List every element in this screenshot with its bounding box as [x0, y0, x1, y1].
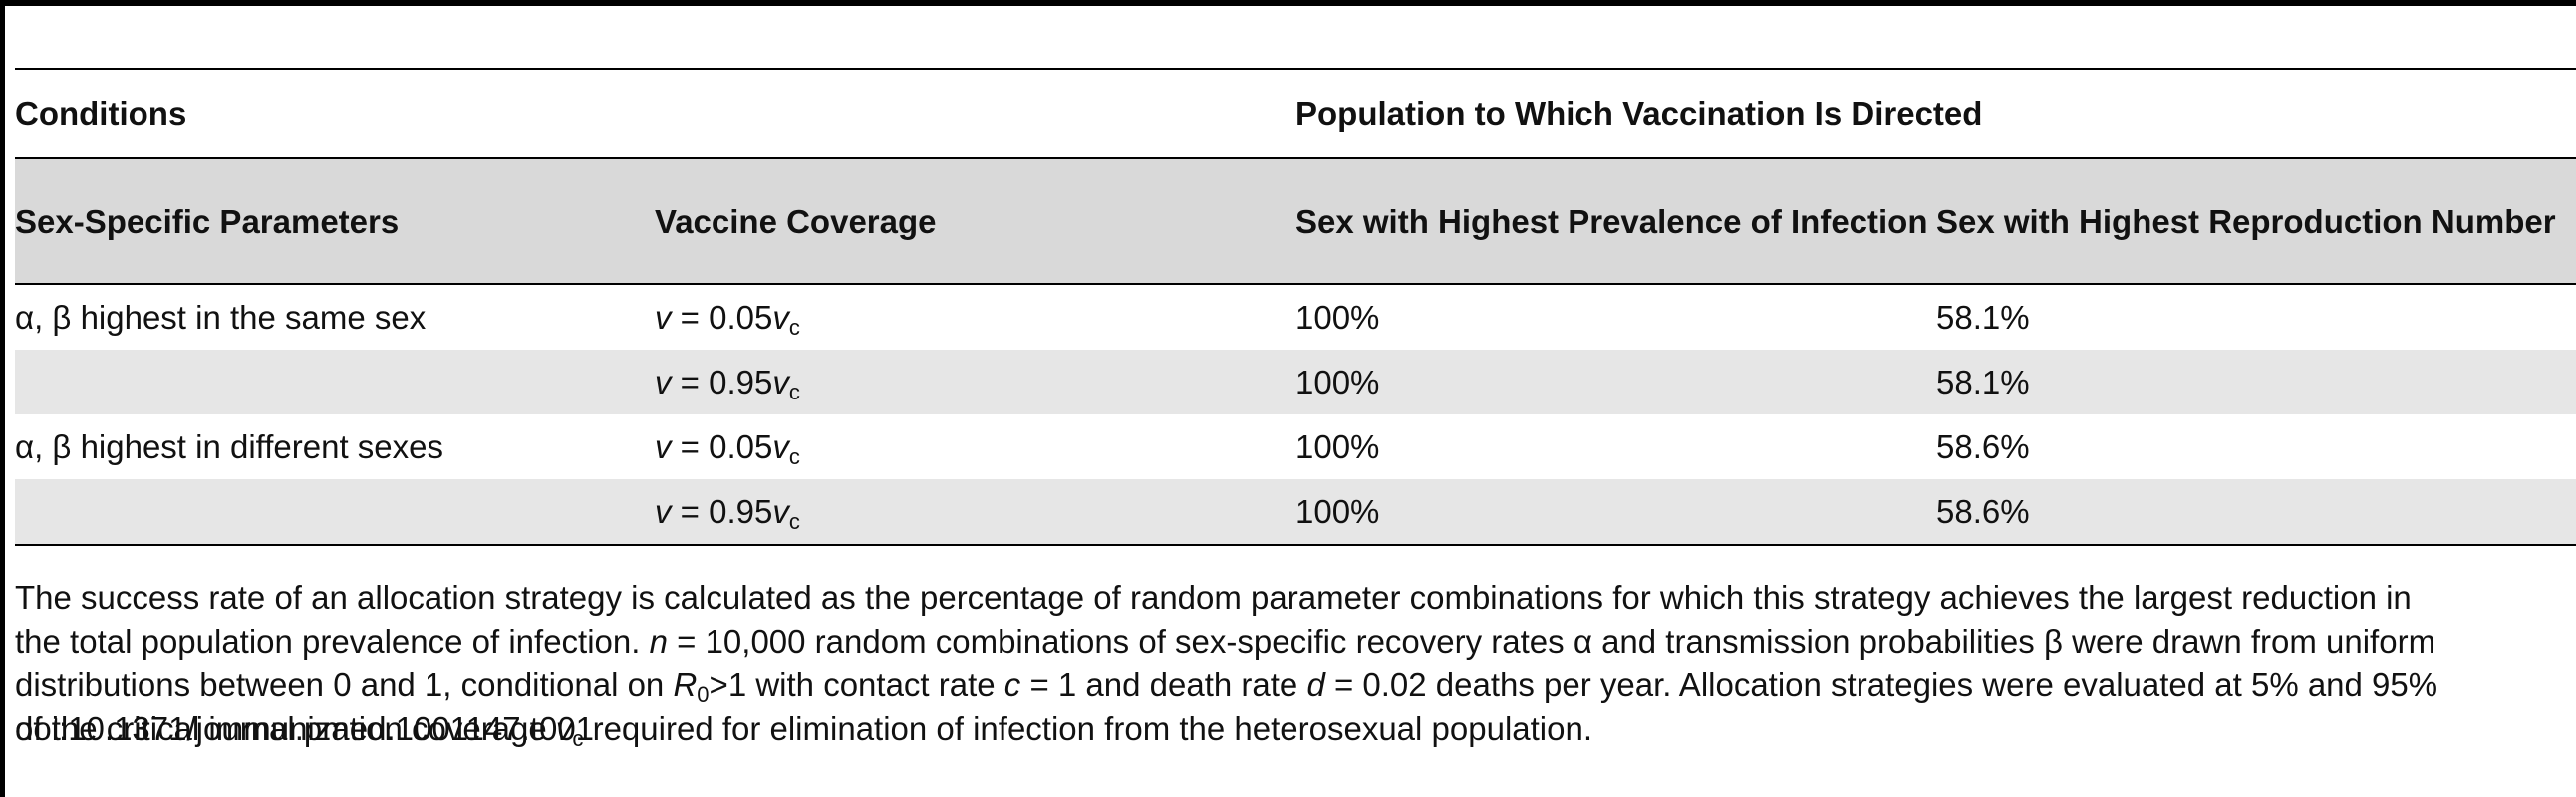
var-n: n: [649, 623, 668, 660]
subscript: 0: [697, 682, 710, 707]
footnote-text: distributions between 0 and 1, condition…: [15, 666, 674, 703]
left-border: [0, 0, 5, 797]
cell-coverage: v = 0.95vc: [655, 350, 1295, 414]
var-v: v: [655, 363, 672, 400]
column-header-coverage: Vaccine Coverage: [655, 157, 1295, 285]
cell-reproduction: 58.6%: [1936, 427, 2030, 465]
cell-params: α, β highest in different sexes: [15, 427, 444, 465]
doi-text: doi:10.1371/journal.pmed.1001147.t001: [15, 710, 595, 747]
var-v: v: [655, 298, 672, 336]
table-row: v = 0.95vc 100% 58.1%: [15, 350, 2576, 414]
footnote-line-1: The success rate of an allocation strate…: [15, 579, 2412, 616]
footnote-line-4: of the critical immunization coverage vc…: [15, 710, 1592, 750]
column-header-params: Sex-Specific Parameters: [15, 157, 655, 285]
cell-prevalence: 100%: [1295, 479, 1936, 546]
table-footnote: The success rate of an allocation strate…: [15, 576, 2576, 751]
table-row: v = 0.95vc 100% 58.6%: [15, 479, 2576, 546]
var-v: v: [555, 710, 573, 747]
footnote-text: of the critical immunization coverage: [15, 710, 556, 747]
cell-prevalence: 100%: [1295, 350, 1936, 414]
cell-params: [15, 479, 655, 546]
coverage-value: = 0.05: [671, 298, 773, 336]
footnote-text: = 1 and death rate: [1020, 666, 1307, 703]
footnote-line-2: the total population prevalence of infec…: [15, 623, 2435, 660]
var-v: v: [655, 427, 672, 465]
coverage-value: = 0.95: [671, 363, 773, 400]
footnote-line-3: distributions between 0 and 1, condition…: [15, 666, 2438, 706]
footnote-text: the total population prevalence of infec…: [15, 623, 650, 660]
var-d: d: [1306, 666, 1325, 703]
cell-reproduction: 58.6%: [1936, 479, 2576, 546]
footnote-text: = 0.02 deaths per year. Allocation strat…: [1324, 666, 2438, 703]
cell-coverage: v = 0.95vc: [655, 479, 1295, 546]
var-v: v: [772, 492, 789, 530]
cell-prevalence: 100%: [1295, 298, 1380, 336]
cell-params: α, β highest in the same sex: [15, 298, 427, 336]
var-r: R: [673, 666, 698, 703]
results-table: Conditions Population to Which Vaccinati…: [15, 68, 2576, 546]
table-row: α, β highest in different sexes v = 0.05…: [15, 414, 2576, 479]
footnote-text: >1 with contact rate: [709, 666, 1004, 703]
table-row: α, β highest in the same sex v = 0.05vc …: [15, 284, 2576, 350]
subscript: c: [788, 443, 800, 469]
subscript: c: [572, 726, 584, 751]
column-header-row: Sex-Specific Parameters Vaccine Coverage…: [15, 157, 2576, 285]
cell-params: [15, 350, 655, 414]
var-c: c: [1003, 666, 1021, 703]
cell-coverage: v = 0.05vc: [655, 284, 1295, 350]
column-header-reproduction: Sex with Highest Reproduction Number: [1936, 157, 2576, 285]
cell-reproduction: 58.1%: [1936, 350, 2576, 414]
subscript: c: [788, 379, 800, 404]
var-v: v: [655, 492, 672, 530]
group-header-row: Conditions Population to Which Vaccinati…: [15, 68, 2576, 158]
footnote-text: = 10,000 random combinations of sex-spec…: [667, 623, 2436, 660]
column-header-prevalence: Sex with Highest Prevalence of Infection: [1295, 157, 1936, 285]
results-table-container: Conditions Population to Which Vaccinati…: [15, 68, 2576, 546]
var-v: v: [772, 298, 789, 336]
cell-reproduction: 58.1%: [1936, 298, 2030, 336]
group-header-conditions: Conditions: [15, 68, 1295, 158]
subscript: c: [788, 314, 800, 340]
var-v: v: [772, 427, 789, 465]
cell-prevalence: 100%: [1295, 427, 1380, 465]
coverage-value: = 0.05: [671, 427, 773, 465]
coverage-value: = 0.95: [671, 492, 773, 530]
top-border: [0, 0, 2576, 6]
var-v: v: [772, 363, 789, 400]
footnote-text: required for elimination of infection fr…: [583, 710, 1592, 747]
subscript: c: [788, 508, 800, 534]
cell-coverage: v = 0.05vc: [655, 414, 1295, 479]
group-header-population: Population to Which Vaccination Is Direc…: [1295, 68, 2576, 158]
